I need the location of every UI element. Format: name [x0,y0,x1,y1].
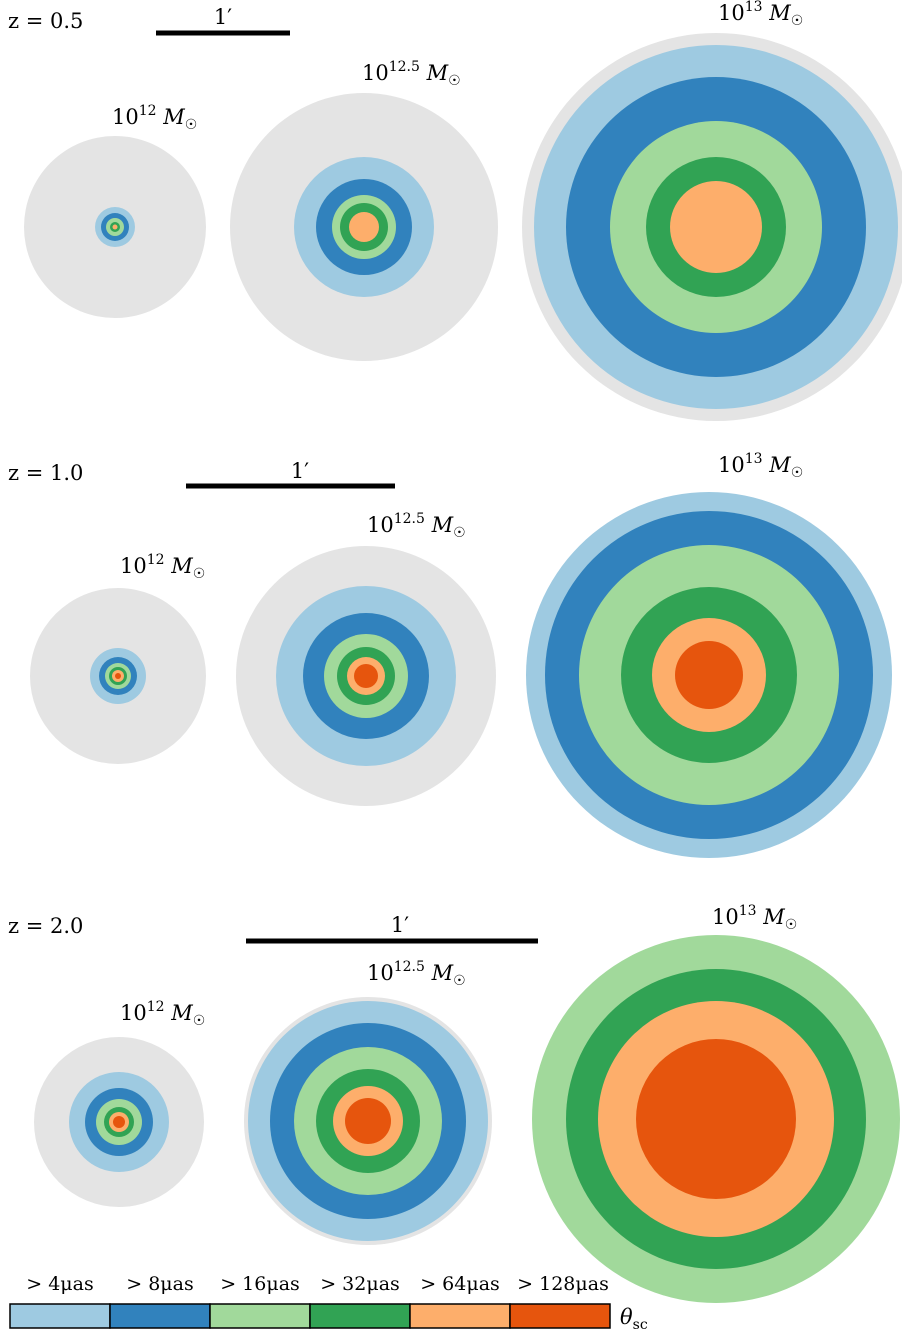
colorbar-label-gt-128: > 128μas [517,1273,609,1295]
panel-z-2.0: z = 2.0 1′ 1012 M☉ 1012.5 M☉ [8,903,900,1303]
colorbar-label-gt-8: > 8μas [126,1273,193,1295]
halo-disk-1e13 [532,935,900,1303]
scale-bar-label: 1′ [291,459,309,483]
mass-label-1e12: 1012 M☉ [120,999,205,1029]
colorbar-label-gt-64: > 64μas [420,1273,500,1295]
mass-label-1e12: 1012 M☉ [112,103,197,133]
colorbar-swatch-gt-64 [409,1303,511,1329]
colorbar-swatch-gt-128 [509,1303,611,1329]
halo-disk-1e13 [526,492,892,858]
ring-gt-128 [675,641,743,709]
colorbar-title: θsc [620,1305,648,1332]
ring-gt-128 [113,1116,125,1128]
halo-disk-1e12 [34,1037,204,1207]
panel-z-1.0: z = 1.0 1′ 1012 M☉ 1012.5 M☉ [8,451,892,858]
ring-gt-128 [115,673,121,679]
scale-bar-label: 1′ [214,5,232,29]
mass-label-1e12: 1012 M☉ [120,552,205,582]
redshift-label: z = 2.0 [8,914,83,938]
colorbar-label-gt-32: > 32μas [320,1273,400,1295]
colorbar-swatch-gt-32 [309,1303,411,1329]
colorbar-swatch-gt-16 [209,1303,311,1329]
mass-label-1e12.5: 1012.5 M☉ [367,959,466,989]
mass-label-1e12.5: 1012.5 M☉ [367,511,466,541]
ring-gt-64 [112,224,118,230]
colorbar-label-gt-16: > 16μas [220,1273,300,1295]
mass-label-1e13: 1013 M☉ [718,0,803,29]
mass-label-1e13: 1013 M☉ [712,903,797,933]
ring-gt-128 [636,1039,796,1199]
halo-disk-1e12.5 [236,546,496,806]
halo-disk-1e12 [24,136,206,318]
halo-disk-1e12 [30,588,206,764]
panel-z-0.5: z = 0.5 1′ 1012 M☉ 1012.5 M☉ [8,0,902,421]
redshift-label: z = 0.5 [8,9,83,33]
redshift-label: z = 1.0 [8,461,83,485]
halo-disk-1e12.5 [244,997,492,1245]
ring-gt-128 [354,664,378,688]
halo-disk-1e13 [522,33,902,421]
colorbar-swatch-gt-8 [109,1303,211,1329]
ring-gt-64 [670,181,762,273]
halo-disk-1e12.5 [230,93,498,361]
colorbar-swatch-gt-4 [9,1303,111,1329]
scale-bar-label: 1′ [391,913,409,937]
ring-gt-128 [345,1098,391,1144]
colorbar: > 4μas > 8μas > 16μas > 32μas > 64μas > … [9,1273,648,1332]
ring-gt-64 [349,212,379,242]
colorbar-label-gt-4: > 4μas [26,1273,93,1295]
mass-label-1e13: 1013 M☉ [718,451,803,481]
mass-label-1e12.5: 1012.5 M☉ [362,59,461,89]
